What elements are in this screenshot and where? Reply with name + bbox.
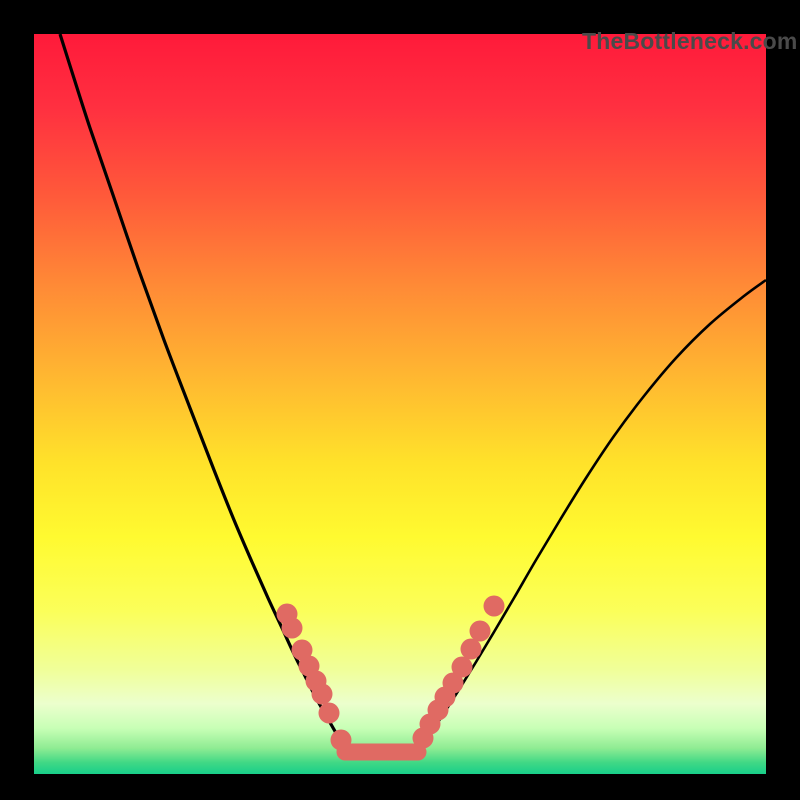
data-point: [484, 596, 505, 617]
data-point: [331, 730, 352, 751]
data-point: [319, 703, 340, 724]
watermark-text: TheBottleneck.com: [582, 28, 798, 55]
frame-border-right: [766, 0, 800, 800]
gradient-background: [34, 34, 766, 774]
data-point: [461, 639, 482, 660]
data-point: [470, 621, 491, 642]
frame-border-left: [0, 0, 34, 800]
data-point: [452, 657, 473, 678]
bottleneck-chart: [0, 0, 800, 800]
data-point: [312, 684, 333, 705]
frame-border-bottom: [0, 774, 800, 800]
data-point: [282, 618, 303, 639]
